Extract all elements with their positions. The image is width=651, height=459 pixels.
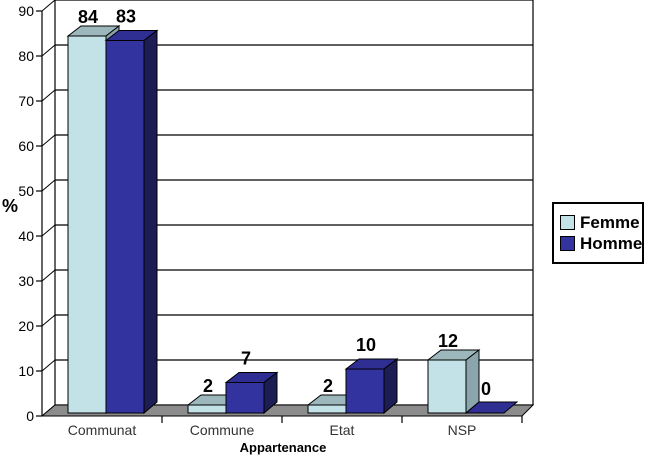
- bar-etat-homme-front: [345, 368, 385, 414]
- legend-item-femme: Femme: [560, 214, 642, 231]
- value-label-nsp-femme: 12: [438, 331, 458, 351]
- legend-label-femme: Femme: [580, 213, 640, 232]
- y-tick-label-30: 30: [18, 273, 34, 289]
- y-tick-connector-70: [41, 89, 56, 102]
- y-tick-connector-50: [41, 179, 56, 192]
- value-label-etat-homme: 10: [356, 335, 376, 355]
- y-tick-connector-60: [41, 134, 56, 147]
- bar-commune-femme-front: [187, 404, 227, 414]
- x-axis-title: Appartenance: [239, 440, 327, 455]
- category-label-nsp: NSP: [448, 422, 477, 438]
- value-label-etat-femme: 2: [323, 376, 333, 396]
- y-axis-title: %: [2, 196, 19, 216]
- y-tick-connector-40: [41, 224, 56, 237]
- bar-nsp-femme-front: [427, 359, 467, 414]
- y-tick-connector-30: [41, 269, 56, 282]
- bar-commune-homme-front: [225, 382, 265, 414]
- value-label-commune-femme: 2: [203, 376, 213, 396]
- bar-etat-homme-side: [383, 357, 398, 415]
- y-tick-label-60: 60: [18, 138, 34, 154]
- value-label-nsp-homme: 0: [481, 379, 491, 399]
- category-label-communat: Communat: [68, 422, 137, 438]
- bar-communat-homme-side: [143, 29, 158, 415]
- y-tick-label-40: 40: [18, 228, 34, 244]
- legend-item-homme: Homme: [560, 235, 642, 252]
- y-tick-label-0: 0: [26, 408, 34, 424]
- value-label-communat-femme: 84: [78, 7, 98, 27]
- value-label-communat-homme: 83: [116, 7, 136, 27]
- bar-communat-homme-front: [105, 40, 145, 414]
- bar-nsp-homme: [464, 401, 519, 414]
- y-tick-label-10: 10: [18, 363, 34, 379]
- y-tick-label-80: 80: [18, 48, 34, 64]
- y-tick-connector-80: [41, 44, 56, 57]
- category-label-etat: Etat: [330, 422, 355, 438]
- y-tick-connector-90: [41, 0, 56, 12]
- bar-etat-femme-front: [307, 404, 347, 414]
- floor: [40, 404, 535, 417]
- legend-label-homme: Homme: [580, 234, 643, 253]
- y-tick-connector-20: [41, 314, 56, 327]
- y-tick-label-90: 90: [18, 3, 34, 19]
- y-tick-label-50: 50: [18, 183, 34, 199]
- category-label-commune: Commune: [190, 422, 255, 438]
- femme-swatch: [560, 215, 575, 230]
- legend: Femme Homme: [552, 202, 644, 264]
- y-tick-label-70: 70: [18, 93, 34, 109]
- bar-communat-femme-front: [67, 35, 107, 414]
- bar-commune-homme-side: [263, 371, 278, 415]
- y-tick-label-20: 20: [18, 318, 34, 334]
- y-tick-connector-10: [41, 359, 56, 372]
- homme-swatch: [560, 236, 575, 251]
- value-label-commune-homme: 7: [241, 349, 251, 369]
